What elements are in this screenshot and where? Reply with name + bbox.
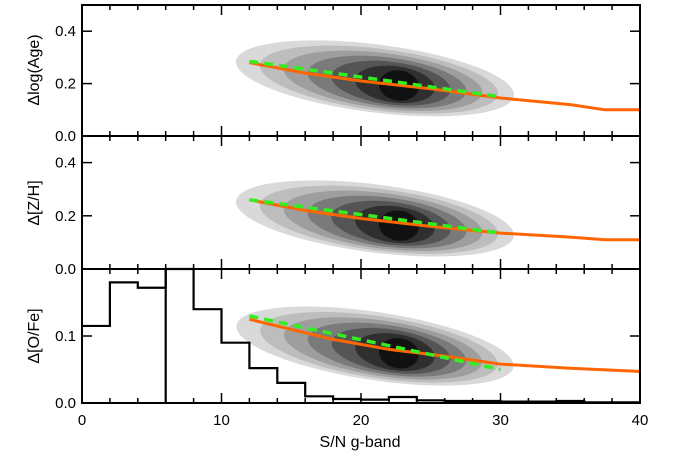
panel-metallicity: 0.0 0.2 0.4 <box>55 135 641 278</box>
age-ytick-label: 0.2 <box>55 76 76 93</box>
panel-metallicity-ylabel: Δ[Z/H] <box>26 180 43 225</box>
panel-age: 0.0 0.2 0.4 <box>55 4 641 145</box>
x-tick-label: 30 <box>492 412 509 429</box>
x-axis: 0 10 20 30 40 <box>78 412 649 429</box>
panel-alpha-ylabel: Δ[O/Fe] <box>26 308 43 363</box>
age-ytick-label: 0.0 <box>55 128 76 145</box>
alpha-dashed-fit-line <box>249 314 501 372</box>
age-ytick-label: 0.4 <box>55 23 76 40</box>
metallicity-ytick-label: 0.4 <box>55 155 76 172</box>
metallicity-dashed-fit-line <box>249 198 501 235</box>
x-axis-label: S/N g-band <box>320 434 401 451</box>
x-tick-label: 20 <box>353 412 370 429</box>
alpha-ytick-label: 0.0 <box>55 395 76 412</box>
metallicity-ytick-label: 0.0 <box>55 261 76 278</box>
x-tick-label: 10 <box>213 412 230 429</box>
metallicity-ytick-label: 0.2 <box>55 208 76 225</box>
x-tick-label: 0 <box>78 412 86 429</box>
x-tick-label: 40 <box>632 412 649 429</box>
age-dashed-fit-line <box>249 59 501 99</box>
panel-alpha: 0.0 0.1 <box>55 267 641 412</box>
panel-age-ylabel: Δlog(Age) <box>26 34 43 105</box>
alpha-ytick-label: 0.1 <box>55 328 76 345</box>
